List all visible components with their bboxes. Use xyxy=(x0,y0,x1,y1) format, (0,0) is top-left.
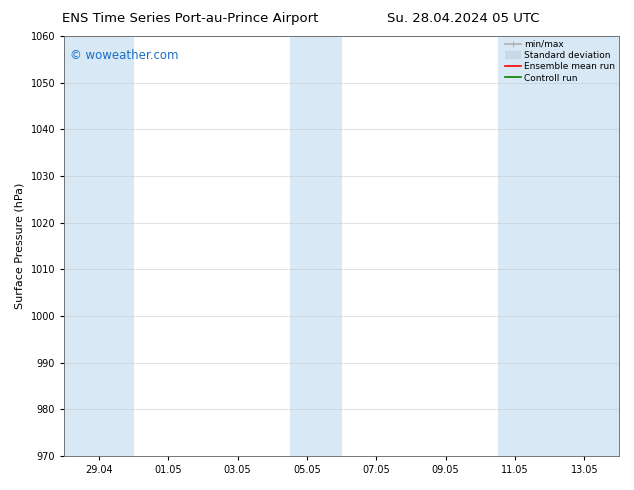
Bar xyxy=(498,36,619,456)
Y-axis label: Surface Pressure (hPa): Surface Pressure (hPa) xyxy=(15,183,25,309)
Text: ENS Time Series Port-au-Prince Airport: ENS Time Series Port-au-Prince Airport xyxy=(62,12,318,25)
Text: Su. 28.04.2024 05 UTC: Su. 28.04.2024 05 UTC xyxy=(387,12,539,25)
Text: © woweather.com: © woweather.com xyxy=(70,49,178,62)
Legend: min/max, Standard deviation, Ensemble mean run, Controll run: min/max, Standard deviation, Ensemble me… xyxy=(503,38,617,84)
Bar xyxy=(64,36,134,456)
Bar xyxy=(290,36,342,456)
